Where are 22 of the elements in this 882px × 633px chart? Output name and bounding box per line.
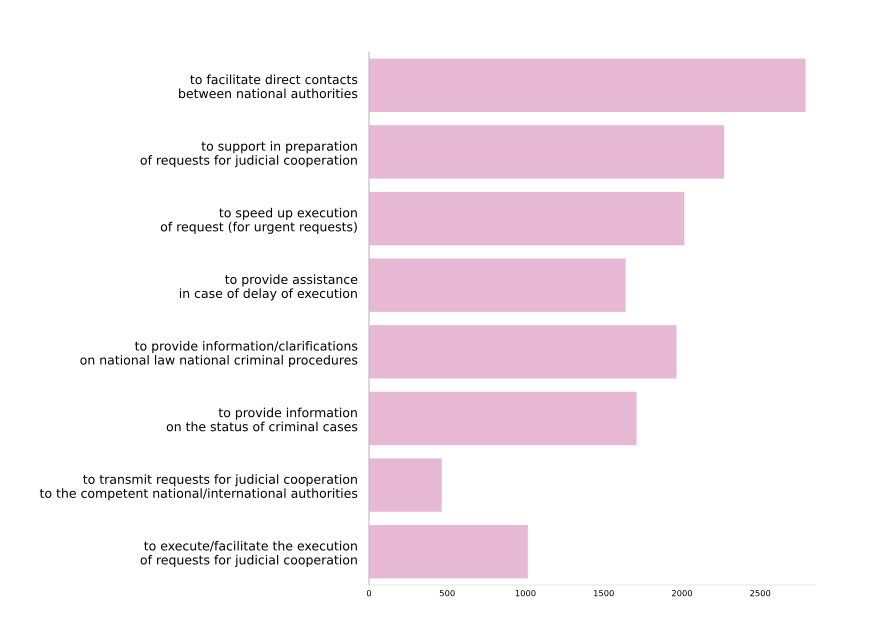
x-tick-label: 2000 (672, 590, 692, 596)
y-tick-label: to execute/facilitate the execution of requests for judicial cooperation (140, 540, 357, 567)
y-tick-label: to provide information/clarifications on national law national criminal procedures (80, 341, 358, 368)
bar (369, 58, 806, 112)
x-tick-label: 1000 (516, 590, 536, 596)
bar (369, 258, 626, 312)
bar (369, 192, 684, 246)
x-tick-label: 1500 (594, 590, 614, 596)
y-tick-label: to transmit requests for judicial cooperation to the competent national/international authorities (40, 474, 358, 500)
y-tick-label: to provide information on the status of criminal cases (166, 408, 358, 432)
x-tick-label: 500 (440, 590, 455, 596)
bar (369, 392, 637, 446)
y-tick-label: to speed up execution of request (for urgent requests) (160, 208, 357, 234)
y-tick-label: to facilitate direct contacts between national authorities (179, 74, 358, 98)
bar (369, 325, 677, 378)
x-tick-label: 2500 (750, 590, 770, 596)
bar (369, 458, 442, 512)
x-tick-label: 0 (366, 590, 372, 596)
y-tick-label: to support in preparation of requests for judicial cooperation (140, 141, 357, 168)
bar (369, 125, 724, 179)
bar (369, 525, 528, 578)
y-tick-label: to provide assistance in case of delay of execution (180, 274, 358, 300)
